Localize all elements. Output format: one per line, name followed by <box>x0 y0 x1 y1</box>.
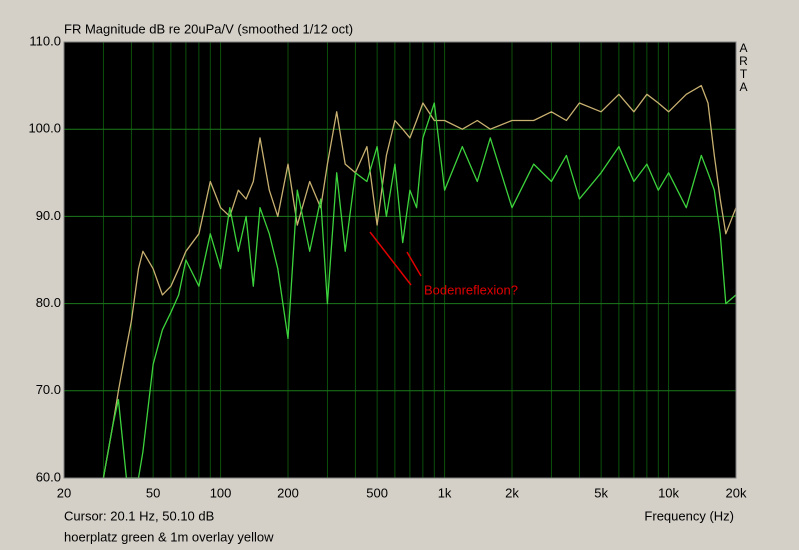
x-axis-label: Frequency (Hz) <box>644 508 734 523</box>
x-tick-label: 20 <box>57 485 71 500</box>
x-tick-label: 20k <box>726 485 747 500</box>
annotation-arrow <box>369 231 412 286</box>
caption: hoerplatz green & 1m overlay yellow <box>64 529 274 544</box>
chart-title: FR Magnitude dB re 20uPa/V (smoothed 1/1… <box>64 21 353 36</box>
x-tick-label: 5k <box>594 485 608 500</box>
x-tick-label: 200 <box>277 485 299 500</box>
x-tick-label: 1k <box>438 485 452 500</box>
y-tick-label: 100.0 <box>28 121 61 136</box>
x-tick-label: 10k <box>658 485 679 500</box>
plot-border <box>63 41 737 479</box>
y-tick-label: 90.0 <box>36 208 61 223</box>
x-tick-label: 500 <box>366 485 388 500</box>
y-tick-label: 110.0 <box>29 33 61 48</box>
x-tick-label: 2k <box>505 485 519 500</box>
x-tick-label: 50 <box>146 485 160 500</box>
y-tick-label: 70.0 <box>36 382 61 397</box>
annotation-arrow <box>406 251 422 277</box>
series-line <box>102 84 737 479</box>
plot-area <box>64 42 736 478</box>
y-tick-label: 80.0 <box>36 295 61 310</box>
annotation: Bodenreflexion? <box>424 282 518 297</box>
cursor-readout: Cursor: 20.1 Hz, 50.10 dB <box>64 508 214 523</box>
y-tick-label: 60.0 <box>36 469 61 484</box>
x-tick-label: 100 <box>210 485 232 500</box>
brand: ARTA <box>739 41 748 94</box>
series-line <box>102 102 737 479</box>
